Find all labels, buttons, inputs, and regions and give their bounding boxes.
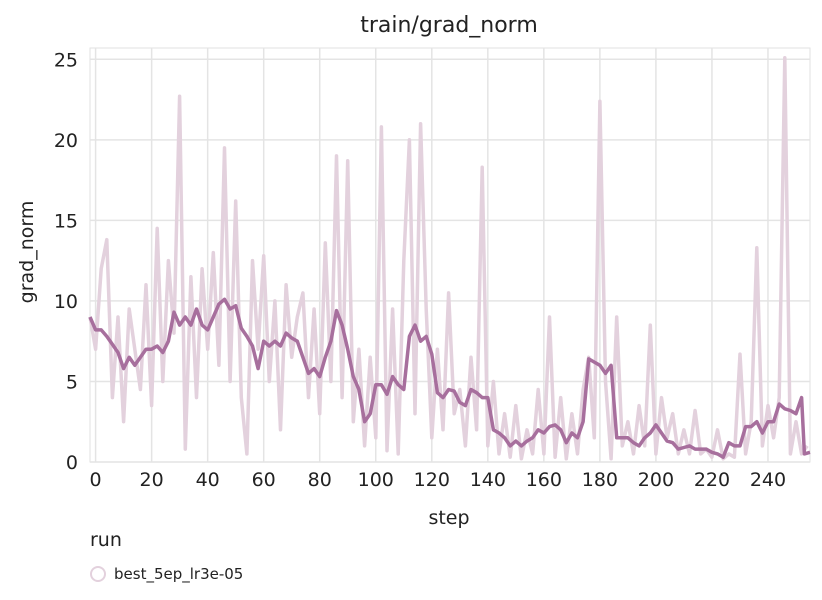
- x-tick-label: 160: [526, 469, 562, 491]
- x-tick-label: 20: [140, 469, 164, 491]
- x-tick-label: 120: [414, 469, 450, 491]
- legend-title: run: [90, 529, 122, 551]
- y-tick-labels: 0 5 10 15 20 25: [54, 49, 78, 474]
- y-tick-label: 0: [66, 452, 78, 474]
- smoothed-series-line: [88, 297, 811, 459]
- legend-circle-icon: [90, 566, 106, 582]
- x-tick-label: 0: [90, 469, 102, 491]
- x-tick-label: 60: [252, 469, 276, 491]
- x-tick-label: 40: [196, 469, 220, 491]
- x-tick-label: 100: [358, 469, 394, 491]
- x-tick-label: 80: [308, 469, 332, 491]
- y-tick-label: 20: [54, 130, 78, 152]
- y-tick-label: 15: [54, 210, 78, 232]
- legend-label: best_5ep_lr3e-05: [114, 565, 244, 583]
- x-tick-labels: 0 20 40 60 80 100 120 140 160 180 200 220 240: [90, 469, 787, 491]
- x-axis-label: step: [428, 507, 469, 529]
- x-tick-label: 220: [694, 469, 730, 491]
- raw-series-line: [88, 55, 809, 461]
- legend-item[interactable]: best_5ep_lr3e-05: [90, 565, 243, 583]
- x-tick-label: 140: [470, 469, 506, 491]
- y-tick-label: 10: [54, 291, 78, 313]
- x-tick-label: 240: [750, 469, 786, 491]
- y-tick-label: 25: [54, 49, 78, 71]
- plot-frame: [89, 47, 811, 463]
- series-layer: [88, 55, 811, 461]
- x-tick-label: 180: [582, 469, 618, 491]
- chart-title: train/grad_norm: [360, 13, 538, 38]
- grid: [89, 47, 811, 463]
- x-tick-label: 200: [638, 469, 674, 491]
- y-tick-label: 5: [66, 371, 78, 393]
- y-axis-label: grad_norm: [16, 201, 38, 304]
